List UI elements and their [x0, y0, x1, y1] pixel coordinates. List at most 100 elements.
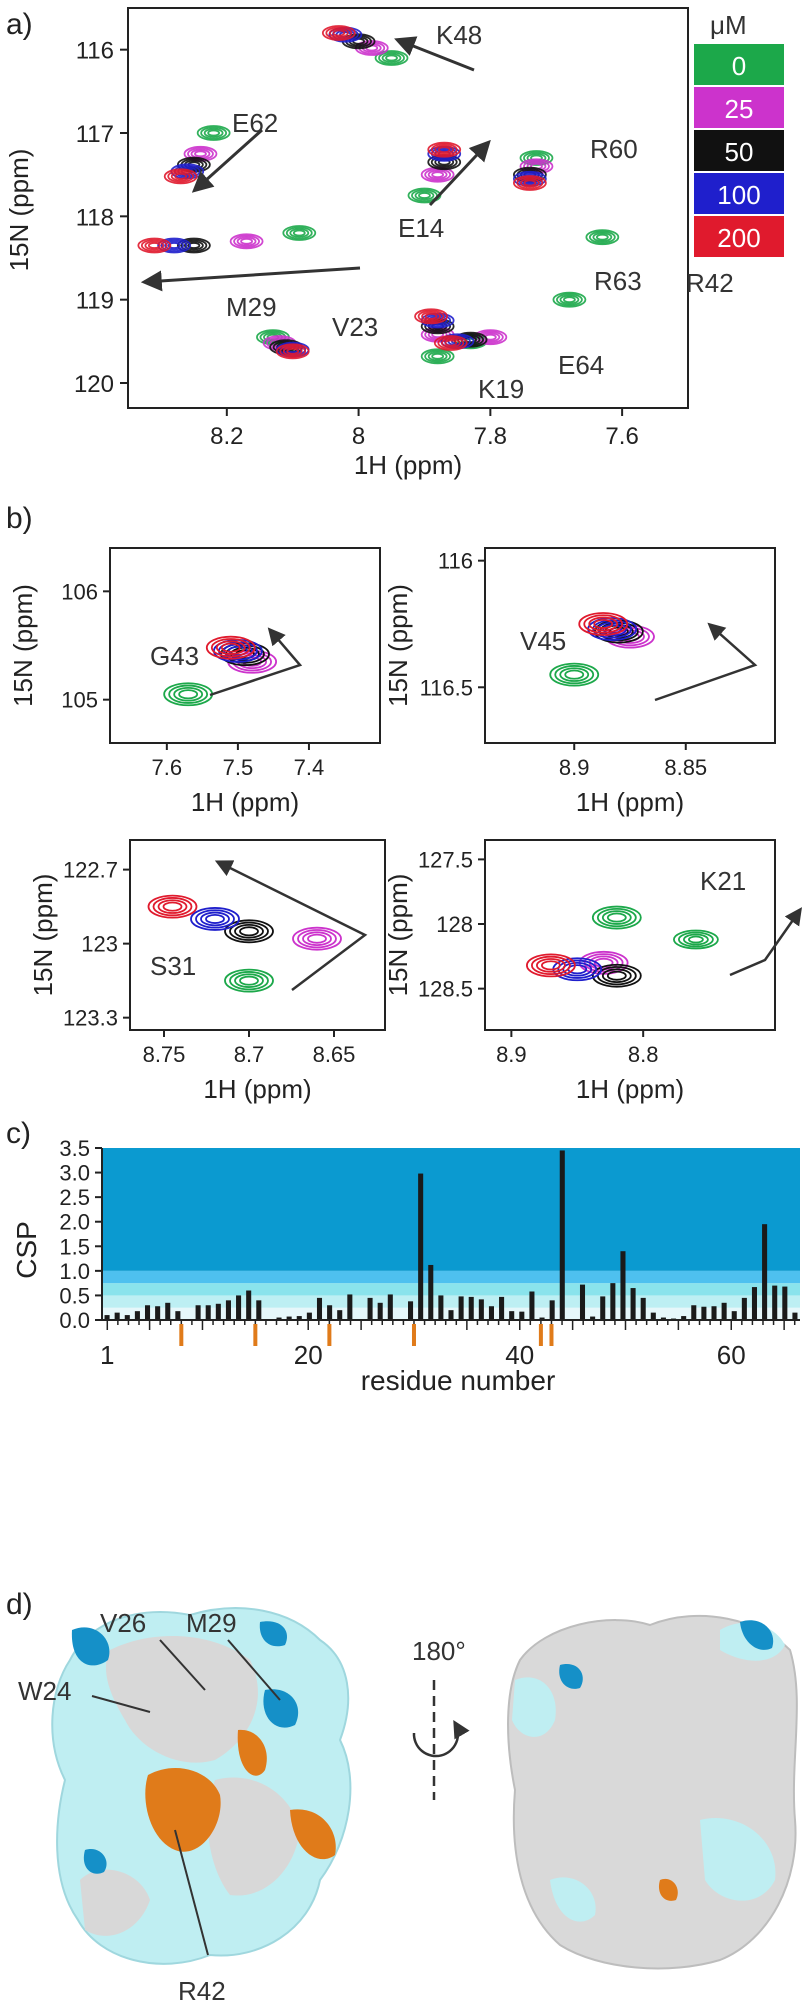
peak-contour	[601, 910, 632, 925]
peak-contour	[152, 897, 193, 917]
csp-ylabel: CSP	[11, 1221, 42, 1279]
label-e62: E62	[232, 108, 278, 138]
legend-swatch	[694, 216, 784, 257]
peak-contour	[229, 233, 264, 250]
peak-contour	[302, 931, 332, 947]
panel-a-y-ticks: 116 117 118 119 120	[74, 38, 128, 398]
peak-contour	[592, 232, 613, 243]
panel-label-b: b)	[6, 502, 33, 535]
csp-bar	[337, 1310, 343, 1320]
peak-contour	[325, 26, 353, 40]
panel-label-d: d)	[6, 1588, 33, 1621]
peak-contour	[440, 338, 461, 348]
csp-bar	[660, 1317, 666, 1320]
peak-contour	[164, 240, 185, 251]
peak-contour	[563, 296, 576, 304]
csp-bar	[792, 1312, 798, 1320]
csp-bar	[751, 1287, 758, 1320]
csp-band	[102, 1283, 800, 1296]
peak-contour	[162, 901, 183, 912]
csp-bar	[549, 1300, 555, 1320]
csp-bar	[681, 1316, 687, 1320]
peak-contour	[431, 171, 445, 179]
peak-contour	[615, 629, 645, 644]
csp-bar	[144, 1305, 151, 1320]
x-tick-label: 8.8	[628, 1042, 659, 1067]
x-tick-label: 8.9	[496, 1042, 527, 1067]
peak-contour	[536, 958, 566, 973]
peak-contour	[220, 642, 241, 653]
inset-peaks	[526, 905, 719, 988]
y-tick-label: 116	[76, 38, 114, 65]
label-r63: R63	[594, 266, 642, 296]
csp-bar	[205, 1305, 211, 1320]
peak-contour	[431, 352, 445, 360]
inset-frame	[484, 839, 776, 1031]
shift-arrow	[654, 622, 758, 702]
peak-contour	[588, 616, 619, 632]
peak-contour	[144, 240, 165, 251]
peak-contour	[591, 905, 642, 930]
peak-contour	[556, 293, 583, 307]
peak-contour	[292, 926, 342, 951]
inset-xlabel: 1H (ppm)	[203, 1074, 311, 1104]
peak-contour	[385, 54, 398, 62]
peak-contour	[595, 233, 609, 241]
peak-contour	[239, 926, 259, 937]
panel-a-frame	[127, 7, 689, 409]
csp-bar	[782, 1286, 788, 1320]
csp-bar	[286, 1316, 292, 1320]
shift-arrow	[214, 860, 368, 991]
inset-v45: 116 116.5 8.9 8.85 V45 1H (ppm) 15N (ppm)	[383, 547, 776, 817]
peak-contour	[559, 294, 580, 305]
peak-contour	[437, 146, 451, 154]
csp-bar	[306, 1312, 312, 1320]
panel-a-spectrum: 116 117 118 119 120 8.2 8 7.8 7.6 K48 E62 E14 R…	[4, 7, 784, 480]
y-tick-label: 1.0	[59, 1259, 90, 1284]
csp-bar	[630, 1288, 636, 1320]
csp-bar	[579, 1284, 586, 1320]
y-tick-label: 116	[438, 549, 473, 574]
csp-bar	[256, 1300, 262, 1320]
peak-contour	[234, 973, 264, 988]
peak-contour	[178, 689, 199, 700]
peak-contour	[519, 178, 540, 188]
highlight-marker	[538, 1324, 543, 1346]
label-k19: K19	[478, 374, 524, 404]
peak-contour	[421, 311, 441, 322]
x-tick-label: 8.9	[559, 755, 590, 780]
peak-contour	[512, 175, 547, 191]
peak-contour	[430, 143, 458, 157]
x-tick-label: 8	[352, 423, 365, 450]
y-tick-label: 0.5	[59, 1283, 90, 1308]
csp-bar	[620, 1251, 626, 1320]
csp-bar	[650, 1312, 656, 1320]
peak-contour	[531, 955, 571, 975]
leader-v26	[159, 1639, 206, 1691]
panel-a-ylabel: 15N (ppm)	[4, 149, 34, 272]
csp-bar	[134, 1311, 140, 1320]
peak-contour	[552, 291, 587, 308]
peak-contour	[163, 682, 214, 707]
peak-contour	[583, 614, 624, 634]
peak-contour	[578, 612, 629, 636]
csp-bar	[276, 1317, 282, 1320]
label-m29: M29	[226, 292, 277, 322]
peak-contour	[160, 239, 188, 252]
peak-contour	[437, 336, 465, 350]
peak-contour	[549, 662, 600, 687]
y-tick-label: 123	[81, 932, 118, 957]
peak-contour	[285, 226, 313, 240]
y-tick-label: 123.3	[63, 1006, 118, 1031]
peak-contour	[596, 907, 637, 928]
csp-bar	[499, 1296, 505, 1320]
x-tick-label: 20	[294, 1340, 323, 1370]
peak-contour	[418, 192, 431, 199]
label-e64: E64	[558, 350, 604, 380]
peak-contour	[229, 971, 269, 991]
panel-d-surfaces: V26 M29 W24 R42 180°	[18, 1607, 798, 2006]
inset-xlabel: 1H (ppm)	[576, 1074, 684, 1104]
y-tick-label: 120	[74, 371, 114, 398]
peak-contour	[229, 921, 269, 941]
